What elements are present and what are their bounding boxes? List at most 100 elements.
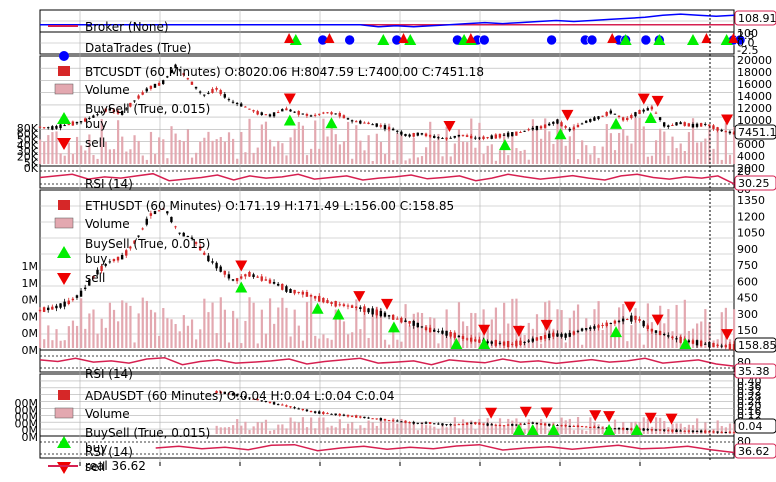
- ada-volume-bar: [289, 417, 292, 434]
- ada-volume-bar: [659, 417, 662, 434]
- eth-rsi-panel-frame: [39, 349, 735, 373]
- btc-candle-body: [79, 121, 83, 123]
- btc-candle-body: [391, 128, 395, 131]
- ada-volume-bar: [507, 418, 510, 434]
- eth-sell-marker-5: [540, 319, 553, 331]
- eth-candle-body: [153, 210, 157, 215]
- eth-legend-volume-swatch: [54, 217, 74, 229]
- ada-candle-body: [650, 429, 654, 431]
- eth-candle-body: [478, 339, 481, 343]
- eth-candle-body: [59, 303, 62, 308]
- ada-candle-body: [642, 428, 645, 431]
- ada-candle-body: [511, 424, 514, 426]
- ada-volume-bar: [433, 426, 436, 434]
- btc-volume-bar: [133, 135, 136, 164]
- btc-candle-body: [387, 127, 391, 130]
- eth-volume-bar: [330, 339, 333, 348]
- ada-candle-body: [699, 430, 703, 433]
- eth-volume-bar: [355, 299, 358, 348]
- ada-volume-bar: [236, 419, 239, 434]
- btc-candle-body: [658, 117, 662, 121]
- btc-rsi-tag-text: 30.25: [738, 177, 770, 190]
- ada-volume-tick-4: 0M: [22, 424, 39, 437]
- eth-candle-body: [252, 274, 255, 278]
- eth-candle-body: [589, 327, 592, 330]
- btc-candle-body: [626, 117, 629, 120]
- eth-legend-buysell: BuySell (True, 0.015): [85, 237, 210, 251]
- eth-candle-body: [646, 325, 649, 329]
- eth-candle-body: [712, 343, 715, 347]
- eth-legend-candle-swatch: [58, 200, 70, 210]
- ada-candle-body: [728, 431, 732, 433]
- ada-candle-body: [326, 413, 329, 415]
- ada-volume-bar: [494, 425, 498, 434]
- ada-volume-bar: [260, 422, 263, 434]
- ada-candle-body: [535, 422, 539, 425]
- ada-candle-body: [568, 425, 571, 427]
- ada-candle-body: [732, 432, 736, 434]
- btc-candle-body: [564, 126, 567, 128]
- eth-volume-bar: [429, 317, 432, 348]
- eth-volume-bar: [338, 315, 341, 348]
- btc-volume-bar: [486, 145, 489, 164]
- btc-candle-body: [671, 124, 674, 126]
- btc-candle-body: [556, 119, 559, 124]
- ada-volume-bar: [646, 418, 649, 434]
- eth-buy-marker-5: [478, 338, 491, 349]
- btc-volume-bar: [346, 121, 350, 164]
- btc-rsi-legend: RSI (14): [85, 177, 133, 191]
- eth-volume-bar: [100, 318, 103, 348]
- btc-volume-bar: [412, 137, 415, 164]
- btc-volume-bar: [141, 155, 144, 164]
- eth-candle-body: [408, 321, 411, 324]
- btc-sell-marker-3: [637, 93, 650, 105]
- eth-candle-body: [260, 276, 263, 281]
- broker-legend-label: Broker (None): [85, 20, 169, 34]
- btc-volume-bar: [39, 139, 42, 164]
- ada-volume-bar: [597, 424, 600, 434]
- btc-candle-body: [318, 113, 321, 115]
- eth-candle-body: [387, 315, 391, 317]
- btc-volume-bar: [137, 140, 140, 164]
- btc-legend-sell: sell: [85, 136, 105, 150]
- eth-candle-body: [445, 330, 448, 336]
- btc-volume-bar: [494, 160, 498, 164]
- btc-candle-body: [699, 123, 703, 127]
- eth-volume-bar: [511, 298, 514, 348]
- btc-volume-bar: [572, 124, 576, 164]
- ada-volume-bar: [618, 428, 621, 434]
- ada-tick-6: 0.16: [737, 405, 762, 418]
- trade-sell-triangle-2: [398, 33, 409, 43]
- btc-volume-bar: [679, 143, 682, 164]
- btc-volume-bar: [552, 143, 555, 164]
- btc-candle-body: [506, 132, 510, 137]
- eth-volume-bar: [268, 298, 272, 348]
- ada-volume-bar: [248, 429, 251, 434]
- btc-volume-tick-4: 30K: [17, 145, 39, 158]
- ada-candle-body: [605, 427, 608, 429]
- btc-volume-bar: [396, 133, 399, 164]
- btc-volume-tick-2: 50K: [17, 133, 39, 146]
- ada-volume-bar: [363, 427, 366, 434]
- btc-candle-body: [108, 108, 112, 111]
- ada-candle-body: [375, 418, 378, 420]
- btc-candle-body: [474, 137, 477, 139]
- eth-volume-bar: [618, 307, 621, 348]
- eth-volume-bar: [564, 342, 567, 348]
- btc-candle-body: [116, 110, 120, 114]
- btc-candle-body: [457, 134, 461, 137]
- ada-candle-body: [309, 411, 313, 413]
- ada-volume-bar: [716, 420, 719, 434]
- eth-volume-bar: [683, 299, 686, 348]
- btc-volume-bar: [367, 135, 370, 164]
- btc-volume-bar: [733, 127, 736, 164]
- btc-candle-body: [313, 114, 317, 116]
- eth-volume-bar: [396, 339, 399, 348]
- ada-candle-body: [560, 425, 563, 427]
- ada-volume-bar: [663, 420, 666, 434]
- btc-volume-bar: [654, 140, 658, 164]
- ada-volume-bar: [445, 427, 448, 434]
- btc-candle-body: [728, 131, 732, 134]
- ada-volume-bar: [256, 422, 259, 434]
- btc-volume-bar: [355, 125, 358, 164]
